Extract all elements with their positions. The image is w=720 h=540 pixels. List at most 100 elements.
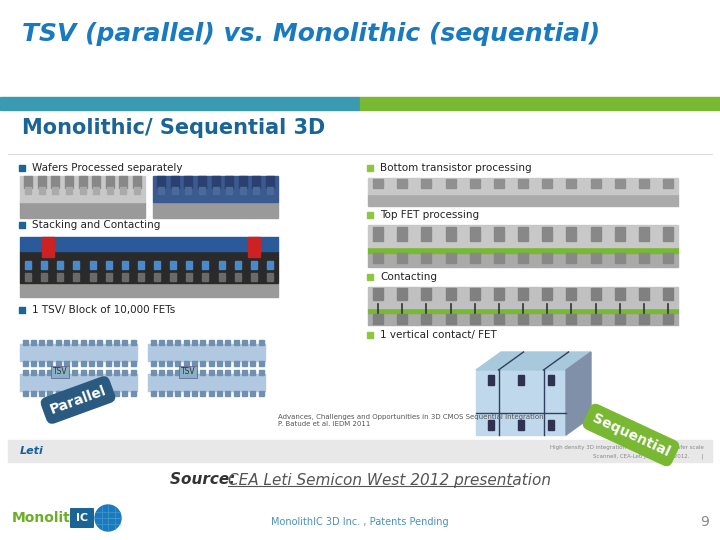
Bar xyxy=(225,391,230,396)
Text: Sequential: Sequential xyxy=(590,411,672,459)
Bar xyxy=(25,273,31,281)
Bar xyxy=(225,340,230,345)
Bar xyxy=(48,391,53,396)
Bar xyxy=(81,361,86,366)
Bar xyxy=(153,202,278,218)
Bar xyxy=(120,187,127,194)
Bar xyxy=(159,340,164,345)
Text: Scannell, CEA-Leti July, 10th, 2012.       |: Scannell, CEA-Leti July, 10th, 2012. | xyxy=(593,453,704,459)
Bar xyxy=(663,314,673,324)
Bar xyxy=(171,176,179,188)
Bar xyxy=(219,273,225,281)
Text: MonolithIC 3D Inc. , Patents Pending: MonolithIC 3D Inc. , Patents Pending xyxy=(271,517,449,527)
Bar xyxy=(106,391,111,396)
Bar xyxy=(122,361,127,366)
Bar xyxy=(267,187,273,194)
Bar xyxy=(226,187,232,194)
Bar xyxy=(209,361,214,366)
Bar xyxy=(233,370,238,375)
Bar xyxy=(176,370,181,375)
Text: Advances, Challenges and Opportunities in 3D CMOS Sequential Integration.
P. Bat: Advances, Challenges and Opportunities i… xyxy=(278,414,546,427)
Bar xyxy=(167,340,172,345)
Bar xyxy=(217,370,222,375)
Bar xyxy=(639,179,649,188)
Bar xyxy=(253,187,259,194)
Bar xyxy=(209,370,214,375)
Bar xyxy=(159,391,164,396)
Bar xyxy=(253,176,261,188)
Text: Leti: Leti xyxy=(20,446,44,456)
Bar xyxy=(25,261,31,269)
Bar xyxy=(239,176,247,188)
Bar xyxy=(469,227,480,241)
Bar xyxy=(72,361,77,366)
Bar xyxy=(154,261,160,269)
Bar xyxy=(615,288,625,300)
Bar xyxy=(20,344,138,362)
Bar xyxy=(20,251,278,283)
Bar xyxy=(548,420,554,430)
Text: Wafers Processed separately: Wafers Processed separately xyxy=(32,163,182,173)
Bar xyxy=(106,361,111,366)
Bar xyxy=(397,288,408,300)
Bar xyxy=(248,237,260,257)
Bar xyxy=(89,361,94,366)
Bar xyxy=(242,370,247,375)
Bar xyxy=(518,288,528,300)
Bar xyxy=(66,187,72,194)
Bar xyxy=(518,375,524,385)
Bar xyxy=(22,370,27,375)
Bar xyxy=(114,391,119,396)
Bar xyxy=(8,110,712,462)
Bar xyxy=(184,370,189,375)
Bar xyxy=(24,176,32,188)
Text: Parallel: Parallel xyxy=(48,383,108,417)
Bar xyxy=(64,340,69,345)
Bar xyxy=(167,361,172,366)
Bar xyxy=(397,179,408,188)
Bar xyxy=(225,370,230,375)
Bar xyxy=(25,187,31,194)
Bar xyxy=(494,314,504,324)
Bar xyxy=(22,361,27,366)
Bar xyxy=(590,314,600,324)
Bar xyxy=(209,391,214,396)
Bar xyxy=(242,361,247,366)
Bar xyxy=(446,179,456,188)
Bar xyxy=(192,340,197,345)
Bar xyxy=(548,375,554,385)
Bar xyxy=(89,340,94,345)
Bar xyxy=(53,187,58,194)
Bar xyxy=(31,361,36,366)
Bar xyxy=(258,361,264,366)
Bar xyxy=(150,370,156,375)
Bar xyxy=(171,187,178,194)
Bar xyxy=(446,288,456,300)
Bar xyxy=(518,253,528,263)
Bar xyxy=(469,253,480,263)
Bar xyxy=(51,176,59,188)
Bar xyxy=(421,288,431,300)
Bar xyxy=(368,194,678,206)
Bar xyxy=(186,273,192,281)
Bar xyxy=(138,273,144,281)
Bar xyxy=(217,340,222,345)
Bar xyxy=(494,288,504,300)
Circle shape xyxy=(95,505,121,531)
Bar xyxy=(48,370,53,375)
Bar xyxy=(494,253,504,263)
Bar xyxy=(148,374,266,392)
Bar xyxy=(114,370,119,375)
Bar xyxy=(73,261,79,269)
Bar xyxy=(106,340,111,345)
Bar xyxy=(81,340,86,345)
Bar xyxy=(615,253,625,263)
Bar xyxy=(590,179,600,188)
Bar xyxy=(176,361,181,366)
Bar xyxy=(93,187,99,194)
Bar xyxy=(373,227,383,241)
Bar xyxy=(542,314,552,324)
Bar xyxy=(542,253,552,263)
Bar xyxy=(20,202,145,218)
Bar xyxy=(8,440,712,462)
